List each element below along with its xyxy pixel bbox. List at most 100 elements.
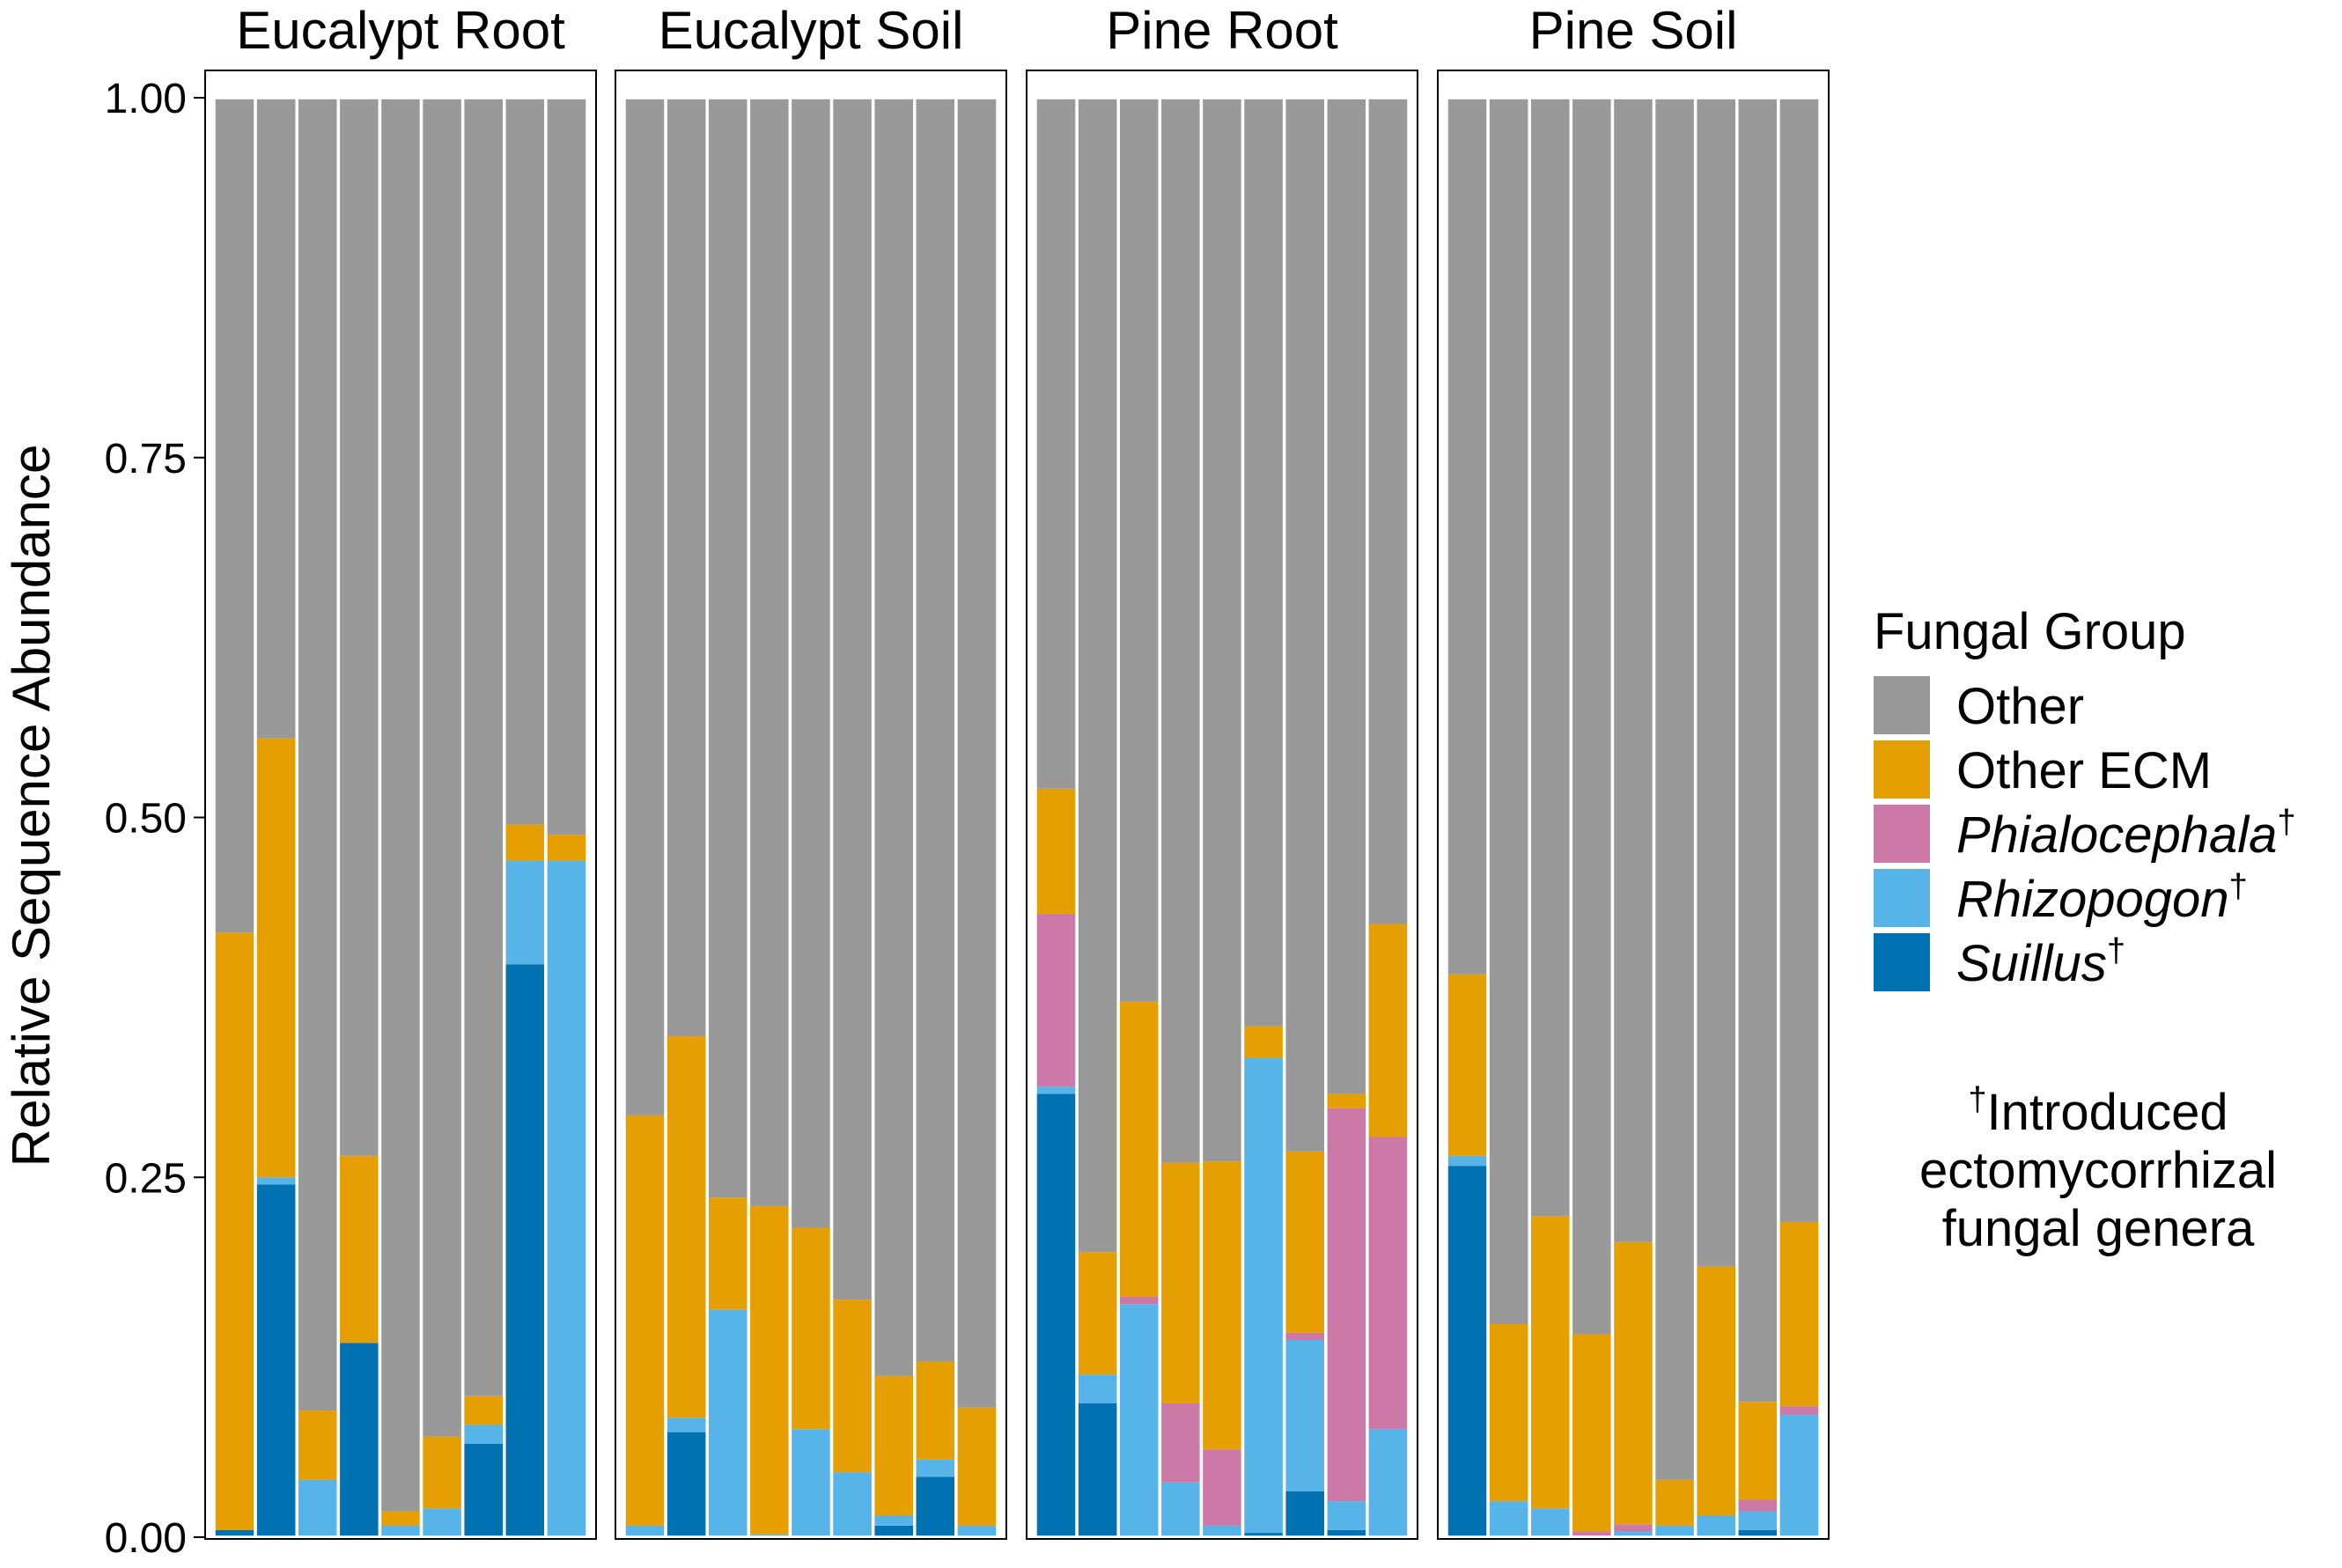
bar-segment-ecm	[504, 824, 546, 861]
bar-segment-phialo	[1118, 1296, 1160, 1305]
legend-label: Other	[1956, 678, 2084, 735]
legend-label-name: Phialocephala	[1956, 806, 2277, 864]
legend-item: Rhizopogon†	[1874, 868, 2248, 928]
bar-segment-other	[831, 98, 873, 1300]
bar-segment-ecm	[1653, 1479, 1696, 1526]
bar-segment-ecm	[1160, 1162, 1202, 1403]
bar-segment-rhizo	[873, 1515, 915, 1526]
bar-segment-other	[462, 98, 504, 1396]
footnote-text: Introduced	[1987, 1084, 2228, 1141]
bar-segment-suillus	[1736, 1529, 1779, 1537]
bar-segment-ecm	[1077, 1252, 1119, 1375]
bar-segment-rhizo	[1242, 1057, 1285, 1534]
bar-segment-other	[1529, 98, 1572, 1217]
bar-segment-other	[1366, 98, 1409, 924]
bar-segment-rhizo	[1736, 1511, 1779, 1530]
bar-segment-rhizo	[462, 1424, 504, 1444]
bar-segment-ecm	[1571, 1334, 1613, 1532]
legend-item: Suillus†	[1874, 932, 2125, 992]
bar-segment-ecm	[1612, 1241, 1654, 1525]
bar-segment-phialo	[1736, 1499, 1779, 1512]
bar-segment-rhizo	[1612, 1531, 1654, 1537]
legend-label-name: Other	[1956, 678, 2084, 735]
bar-segment-other	[1077, 98, 1119, 1253]
bar-segment-rhizo	[666, 1417, 708, 1432]
bar-segment-other	[666, 98, 708, 1037]
bar-segment-phialo	[1612, 1524, 1654, 1532]
stacked-bar	[336, 96, 382, 1539]
bar-segment-ecm	[1529, 1216, 1572, 1509]
legend-label-name: Other ECM	[1956, 742, 2212, 799]
bar-segment-ecm	[1695, 1266, 1737, 1516]
bar-segment-ecm	[1035, 788, 1078, 915]
bar-segment-other	[790, 98, 832, 1228]
bar-outline	[544, 96, 589, 1539]
bar-segment-rhizo	[1447, 1155, 1489, 1167]
bar-segment-ecm	[624, 1115, 667, 1526]
y-axis: 0.00 0.25 0.50 0.75 1.00	[105, 76, 205, 1562]
bar-segment-suillus	[1035, 1093, 1078, 1537]
bar-segment-other	[1695, 98, 1737, 1267]
bar-segment-ecm	[1736, 1402, 1779, 1500]
bar-segment-other	[338, 98, 380, 1156]
legend-label: Phialocephala†	[1956, 804, 2296, 864]
bar-segment-other	[214, 98, 256, 933]
bar-segment-other	[748, 98, 791, 1206]
bar-segment-suillus	[1447, 1166, 1489, 1537]
y-tick-label: 0.75	[105, 436, 187, 482]
legend-label-dagger: †	[2277, 804, 2295, 841]
facet-panel: Eucalypt Root	[204, 1, 597, 1540]
bar-segment-rhizo	[1695, 1515, 1737, 1537]
facet-panel: Pine Soil	[1437, 1, 1830, 1540]
bar-segment-ecm	[666, 1036, 708, 1418]
stacked-bar	[1569, 96, 1615, 1539]
bar-segment-ecm	[545, 835, 587, 861]
bar-segment-rhizo	[831, 1472, 873, 1537]
stacked-bar	[622, 96, 667, 1539]
bar-segment-suillus	[1325, 1529, 1367, 1537]
stacked-bar	[1445, 96, 1490, 1539]
legend-label-name: Rhizopogon	[1956, 871, 2229, 928]
bar-segment-rhizo	[255, 1177, 298, 1185]
bar-segment-phialo	[1201, 1449, 1243, 1526]
bar-segment-suillus	[666, 1432, 708, 1537]
bar-segment-rhizo	[1118, 1304, 1160, 1537]
bar-segment-ecm	[707, 1197, 749, 1310]
bar-segment-other	[1778, 98, 1820, 1222]
bar-segment-other	[955, 98, 998, 1408]
bar-segment-other	[421, 98, 463, 1437]
bar-outline	[1777, 96, 1822, 1539]
legend-swatch	[1874, 933, 1930, 991]
stacked-bar	[1324, 96, 1369, 1539]
bar-segment-suillus	[504, 964, 546, 1537]
stacked-bar	[295, 96, 341, 1539]
legend-swatch	[1874, 869, 1930, 927]
bar-segment-other	[1612, 98, 1654, 1242]
bar-segment-ecm	[1488, 1324, 1530, 1502]
facet-panel: Eucalypt Soil	[615, 1, 1007, 1540]
y-axis-title: Relative Sequence Abundance	[2, 445, 61, 1167]
legend-label: Other ECM	[1956, 742, 2212, 799]
facet-title: Pine Root	[1106, 1, 1338, 60]
bar-segment-rhizo	[379, 1525, 422, 1537]
bar-segment-other	[1571, 98, 1613, 1335]
y-tick-label: 0.00	[105, 1515, 187, 1562]
bar-segment-suillus	[338, 1343, 380, 1537]
stacked-bar	[1034, 96, 1079, 1539]
bar-segment-other	[504, 98, 546, 825]
bar-segment-suillus	[255, 1184, 298, 1537]
bar-segment-rhizo	[1778, 1415, 1820, 1537]
bar-segment-ecm	[421, 1436, 463, 1509]
bar-segment-rhizo	[1653, 1525, 1696, 1537]
bar-segment-other	[1118, 98, 1160, 1002]
stacked-bar	[419, 96, 465, 1539]
stacked-bar	[1199, 96, 1245, 1539]
bar-segment-ecm	[1242, 1026, 1285, 1058]
stacked-bar	[378, 96, 423, 1539]
bar-segment-other	[1736, 98, 1779, 1402]
stacked-bar	[1693, 96, 1739, 1539]
stacked-bar	[1652, 96, 1698, 1539]
